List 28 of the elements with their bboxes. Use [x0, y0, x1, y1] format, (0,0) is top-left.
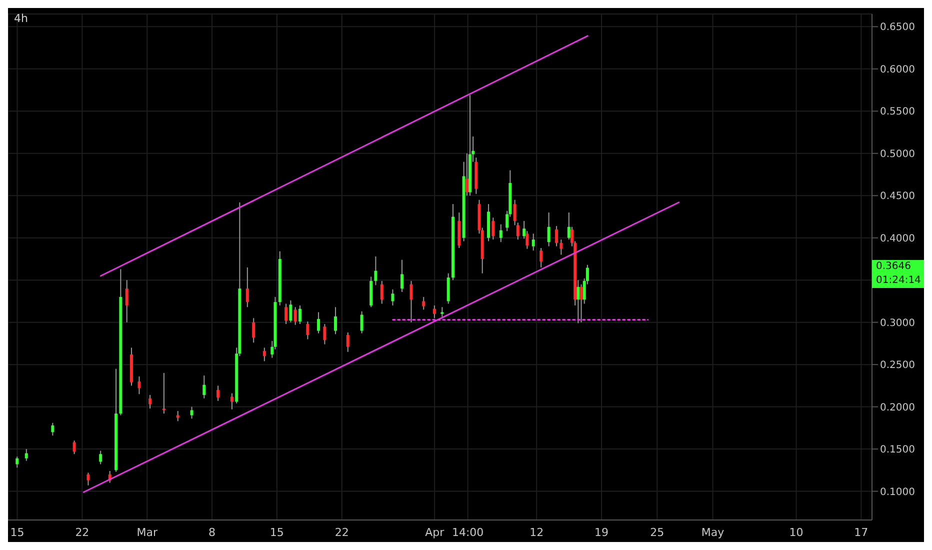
x-tick-label: 15 — [10, 526, 24, 539]
x-tick-label: 22 — [334, 526, 349, 539]
x-tick-label: 25 — [650, 526, 664, 539]
chart-title: 4h — [14, 12, 28, 25]
x-tick-label: 12 — [530, 526, 544, 539]
y-tick-label: 0.1500 — [880, 444, 915, 456]
x-tick-label: 19 — [594, 526, 609, 539]
y-tick-label: 0.6500 — [880, 22, 915, 34]
x-tick-label: Apr — [425, 526, 445, 539]
y-tick-label: 0.2000 — [880, 402, 915, 414]
text: 01:24:14 — [872, 274, 924, 288]
x-tick-label: 14:00 — [452, 526, 484, 539]
y-tick-label: 0.4500 — [880, 191, 915, 202]
y-tick-label: 0.3000 — [880, 318, 915, 329]
x-tick-label: 17 — [854, 526, 868, 539]
x-tick-label: 22 — [75, 526, 90, 539]
x-tick-label: Mar — [136, 526, 158, 539]
text: 0.3646 — [872, 260, 924, 274]
y-tick-label: 0.5500 — [880, 106, 915, 118]
y-tick-label: 0.6000 — [880, 64, 915, 76]
x-tick-label: May — [701, 526, 725, 539]
x-tick-label: 8 — [208, 526, 216, 539]
x-tick-label: 10 — [789, 526, 804, 539]
x-tick-label: 15 — [270, 526, 284, 539]
y-tick-label: 0.1000 — [880, 486, 915, 498]
y-tick-label: 0.5000 — [880, 148, 915, 160]
y-tick-label: 0.2500 — [880, 360, 915, 372]
y-tick-label: 0.4000 — [880, 233, 915, 244]
